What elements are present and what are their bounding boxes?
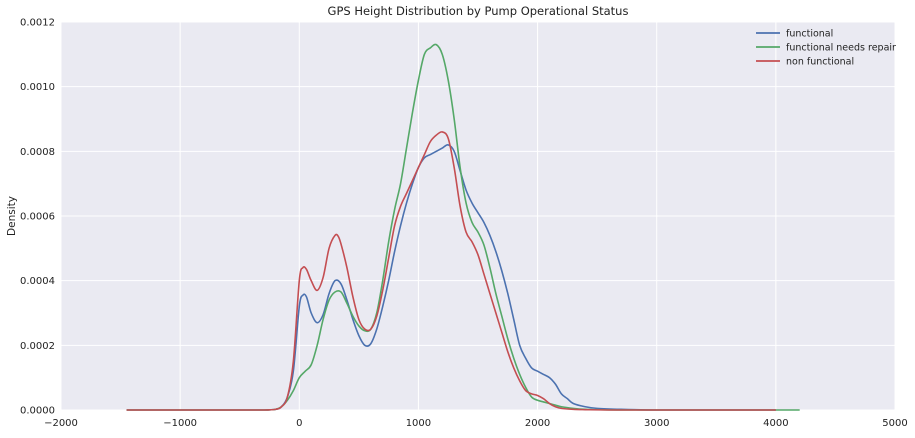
x-tick-label: 1000 bbox=[406, 418, 431, 429]
chart-title: GPS Height Distribution by Pump Operatio… bbox=[328, 4, 629, 18]
y-tick-label: 0.0012 bbox=[20, 18, 55, 29]
y-tick-label: 0.0002 bbox=[20, 341, 55, 352]
legend-label-non-functional: non functional bbox=[786, 57, 854, 68]
x-tick-label: −2000 bbox=[44, 418, 78, 429]
x-tick-label: 0 bbox=[296, 418, 302, 429]
legend: functional functional needs repair non fun… bbox=[756, 29, 896, 68]
series-lines bbox=[126, 43, 800, 411]
series-line-functional bbox=[126, 144, 776, 411]
legend-label-functional-needs-repair: functional needs repair bbox=[786, 43, 896, 54]
y-tick-labels: 0.0000 0.0002 0.0004 0.0006 0.0008 0.0010 0.00… bbox=[20, 18, 55, 417]
x-tick-label: 2000 bbox=[525, 418, 550, 429]
y-tick-label: 0.0006 bbox=[20, 212, 55, 223]
x-tick-labels: −2000 −1000 0 1000 2000 3000 4000 5000 bbox=[44, 418, 908, 429]
legend-label-functional: functional bbox=[786, 29, 833, 40]
y-tick-label: 0.0004 bbox=[20, 276, 55, 287]
y-tick-label: 0.0010 bbox=[20, 82, 55, 93]
y-tick-label: 0.0000 bbox=[20, 406, 55, 417]
y-axis-label: Density bbox=[6, 196, 18, 236]
x-tick-label: 4000 bbox=[763, 418, 788, 429]
x-tick-label: −1000 bbox=[163, 418, 197, 429]
x-tick-label: 3000 bbox=[644, 418, 669, 429]
y-tick-label: 0.0008 bbox=[20, 147, 55, 158]
x-tick-label: 5000 bbox=[882, 418, 907, 429]
series-line-non-functional bbox=[126, 131, 776, 411]
